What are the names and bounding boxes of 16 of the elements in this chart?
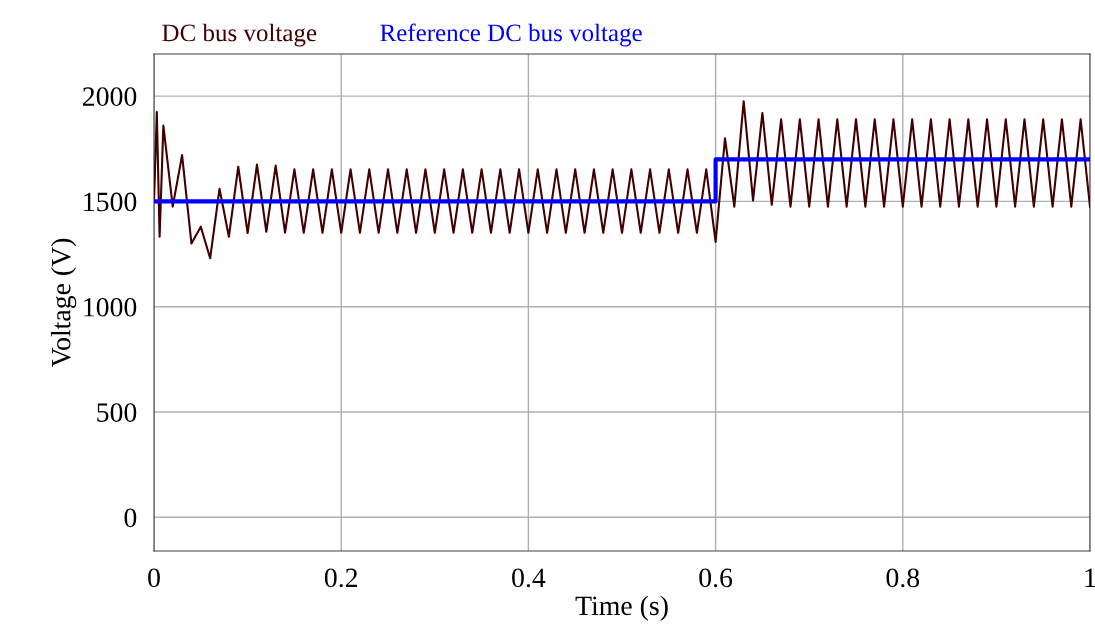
x-axis-title: Time (s) (575, 595, 668, 621)
y-tick-label: 0 (124, 508, 137, 528)
x-tick-label: 0.8 (886, 568, 920, 588)
text: Reference DC bus voltage (380, 23, 642, 47)
x-tick-label: 0.4 (512, 568, 546, 588)
y-axis-title: Voltage (V) (50, 238, 77, 368)
y-tick-label: 2000 (83, 87, 137, 107)
y-tick-label: 500 (97, 403, 137, 422)
line-series (154, 100, 1090, 260)
y-tick-label: 1500 (84, 192, 137, 212)
x-tick-label: 0.2 (324, 568, 358, 588)
x-tick-label: 0.6 (699, 568, 733, 588)
x-tick-label: 1 (1085, 568, 1095, 587)
y-tick-label: 1000 (84, 297, 137, 317)
text: DC bus voltage (162, 23, 317, 47)
x-tick-label: 0 (148, 568, 160, 588)
